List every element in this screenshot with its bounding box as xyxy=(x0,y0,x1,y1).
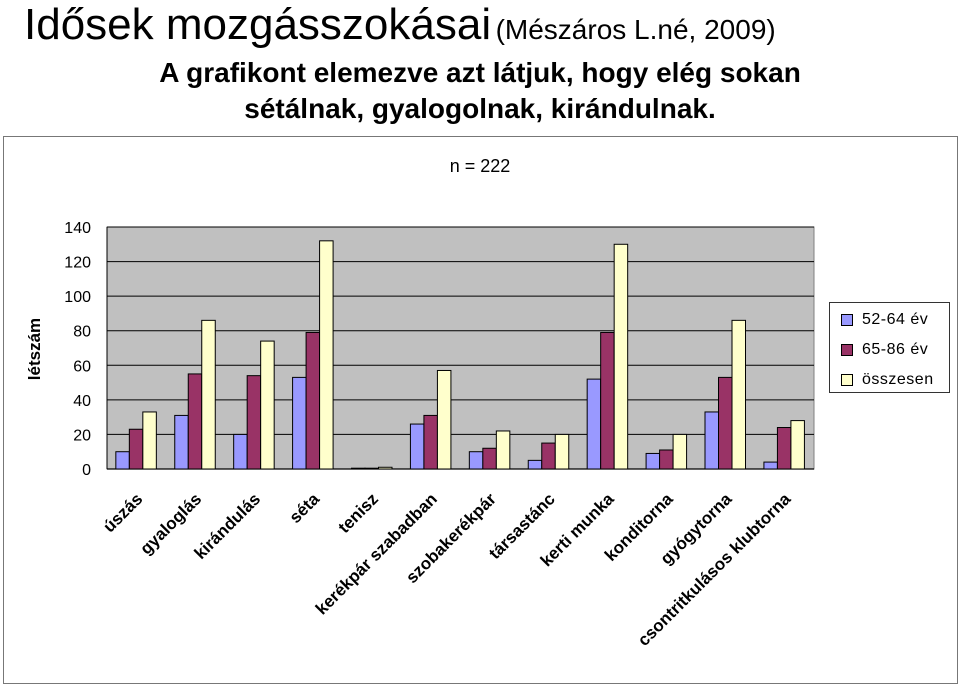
bar xyxy=(378,466,393,470)
y-tick-label: 100 xyxy=(64,289,91,306)
chart-title: n = 222 xyxy=(450,156,511,176)
legend-label: összesen xyxy=(862,371,934,388)
y-tick-label: 80 xyxy=(73,324,91,341)
y-tick-label: 40 xyxy=(73,393,91,410)
bar xyxy=(292,376,307,470)
bar xyxy=(436,369,452,470)
x-tick-label: tenisz xyxy=(335,489,383,537)
bar xyxy=(613,243,629,470)
bar xyxy=(704,411,720,470)
bar xyxy=(115,451,130,470)
plot-area xyxy=(106,226,815,470)
bar xyxy=(142,411,157,470)
bar xyxy=(246,375,262,470)
bar xyxy=(351,467,366,470)
y-tick-label: 0 xyxy=(82,462,91,479)
page-title: Idősek mozgásszokásai xyxy=(24,0,492,49)
x-tick-label: úszás xyxy=(100,489,147,536)
bar xyxy=(600,331,615,470)
bar xyxy=(659,449,674,470)
bar xyxy=(409,423,425,470)
y-tick-label: 140 xyxy=(64,220,91,237)
bar xyxy=(128,428,144,470)
source-citation: (Mészáros L.né, 2009) xyxy=(495,14,776,45)
bar xyxy=(586,378,602,470)
bar xyxy=(468,451,484,470)
bar xyxy=(790,420,805,470)
subtitle-line-1: A grafikont elemezve azt látjuk, hogy el… xyxy=(159,57,801,88)
bar xyxy=(495,430,511,470)
title-line: Idősek mozgásszokásai (Mészáros L.né, 20… xyxy=(24,0,776,50)
y-tick-label: 60 xyxy=(73,358,91,375)
y-tick-label: 120 xyxy=(64,255,91,272)
y-axis-label: létszám xyxy=(25,318,44,380)
bar xyxy=(305,331,321,470)
bar xyxy=(233,433,248,470)
bar xyxy=(672,433,688,470)
bar xyxy=(763,461,778,470)
legend-item: 65-86 év xyxy=(830,335,949,365)
bar xyxy=(174,414,189,470)
bar xyxy=(718,376,733,470)
legend-label: 65-86 év xyxy=(862,341,929,358)
legend-swatch xyxy=(841,344,853,356)
bar xyxy=(201,319,216,470)
bar xyxy=(187,373,203,470)
bar xyxy=(364,467,380,470)
legend-item: 52-64 év xyxy=(830,305,949,335)
bar xyxy=(541,442,556,470)
bar xyxy=(554,433,570,470)
chart-legend: 52-64 év 65-86 év összesen xyxy=(829,302,950,393)
bar xyxy=(527,459,543,470)
bar xyxy=(645,452,661,470)
legend-label: 52-64 év xyxy=(862,311,929,328)
bar xyxy=(260,340,275,470)
legend-swatch xyxy=(841,314,853,326)
bar xyxy=(731,319,747,470)
legend-swatch xyxy=(841,374,853,386)
x-tick-label: séta xyxy=(286,489,324,527)
bar xyxy=(776,427,792,470)
subtitle-line-2: sétálnak, gyalogolnak, kirándulnak. xyxy=(244,93,716,124)
bar xyxy=(423,414,438,470)
bar xyxy=(482,447,497,470)
legend-item: összesen xyxy=(830,365,949,395)
y-tick-label: 20 xyxy=(73,427,91,444)
bar xyxy=(319,240,334,470)
